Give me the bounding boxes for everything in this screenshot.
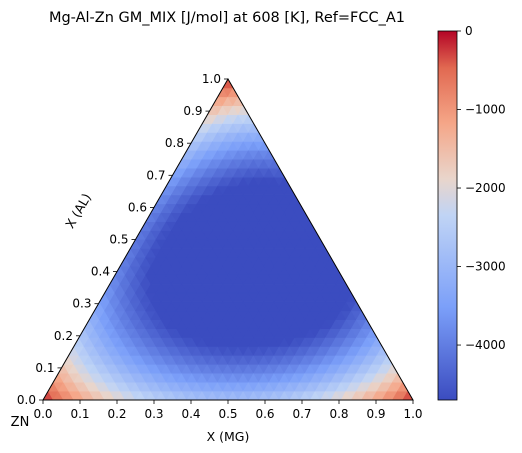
x-tick-label: 0.2 — [107, 407, 126, 421]
y-tick-label: 0.1 — [35, 361, 54, 375]
x-axis-label: X (MG) — [207, 429, 250, 444]
y-tick-label: 0.7 — [146, 168, 165, 182]
y-tick-label: 0.6 — [128, 200, 147, 214]
heat-cell — [222, 79, 234, 89]
y-tick-label: 0.3 — [72, 297, 91, 311]
x-axis: 0.0 0.1 0.2 0.3 0.4 0.5 0.6 0.7 0.8 0.9 1.0 — [33, 400, 423, 421]
x-tick-label: 0.8 — [329, 407, 348, 421]
x-tick-label: 0.1 — [70, 407, 89, 421]
colorbar-tick-label: −1000 — [465, 103, 506, 117]
colorbar-tick-label: −2000 — [465, 181, 506, 195]
y-tick-label: 0.5 — [109, 233, 128, 247]
y-tick-label: 0.2 — [54, 329, 73, 343]
colorbar — [437, 30, 458, 401]
x-tick-label: 0.5 — [218, 407, 237, 421]
y-axis: 0.0 0.1 0.2 0.3 0.4 0.5 0.6 0.7 0.8 0.9 1.0 — [17, 72, 228, 407]
x-tick-label: 0.7 — [292, 407, 311, 421]
colorbar-ticks: 0 −1000 −2000 −3000 −4000 — [457, 24, 506, 352]
y-tick-label: 0.8 — [165, 136, 184, 150]
y-tick-label: 0.4 — [91, 265, 110, 279]
x-tick-label: 0.4 — [181, 407, 200, 421]
x-tick-label: 0.3 — [144, 407, 163, 421]
colorbar-tick-label: −3000 — [465, 260, 506, 274]
y-tick-label: 0.0 — [17, 393, 36, 407]
x-tick-label: 0.9 — [366, 407, 385, 421]
corner-label-zn: ZN — [11, 415, 30, 430]
y-tick-label: 0.9 — [183, 104, 202, 118]
x-tick-label: 0.6 — [255, 407, 274, 421]
heatmap-field — [43, 79, 413, 400]
x-tick-label: 0.0 — [33, 407, 52, 421]
y-axis-label: X (AL) — [62, 191, 94, 231]
colorbar-tick-label: 0 — [465, 24, 473, 38]
chart-title: Mg-Al-Zn GM_MIX [J/mol] at 608 [K], Ref=… — [49, 10, 405, 26]
x-tick-label: 1.0 — [403, 407, 422, 421]
y-tick-label: 1.0 — [202, 72, 221, 86]
colorbar-tick-label: −4000 — [465, 338, 506, 352]
